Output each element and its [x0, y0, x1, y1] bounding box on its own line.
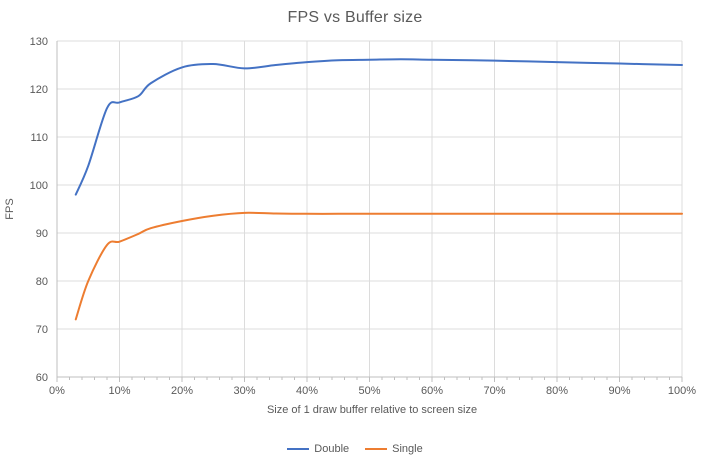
y-tick-label: 120	[30, 84, 48, 96]
y-tick-label: 100	[30, 180, 48, 192]
legend-item-single: Single	[365, 443, 423, 455]
x-tick-label: 80%	[546, 385, 568, 397]
legend-swatch-double	[287, 448, 310, 450]
legend-swatch-single	[365, 448, 388, 450]
x-tick-label: 50%	[358, 385, 380, 397]
y-tick-label: 90	[36, 228, 48, 240]
legend-label: Single	[392, 443, 423, 455]
x-tick-label: 70%	[483, 385, 505, 397]
legend: Double Single	[0, 443, 710, 455]
y-tick-label: 130	[30, 36, 48, 48]
series-line-single	[74, 211, 683, 321]
x-tick-label: 100%	[668, 385, 696, 397]
x-tick-label: 10%	[108, 385, 130, 397]
x-tick-label: 40%	[296, 385, 318, 397]
chart-title: FPS vs Buffer size	[287, 9, 423, 26]
y-tick-label: 80	[36, 276, 48, 288]
x-tick-label: 0%	[49, 385, 65, 397]
legend-item-double: Double	[287, 443, 349, 455]
x-tick-label: 60%	[421, 385, 443, 397]
y-tick-label: 60	[36, 372, 48, 384]
legend-label: Double	[314, 443, 350, 455]
y-tick-label: 70	[36, 324, 48, 336]
x-tick-label: 90%	[608, 385, 630, 397]
series-line-double	[74, 58, 683, 196]
x-tick-label: 30%	[233, 385, 255, 397]
y-tick-label: 110	[30, 132, 48, 144]
x-axis-title: Size of 1 draw buffer relative to screen…	[267, 404, 477, 416]
y-axis-title: FPS	[4, 198, 16, 219]
x-tick-label: 20%	[171, 385, 193, 397]
